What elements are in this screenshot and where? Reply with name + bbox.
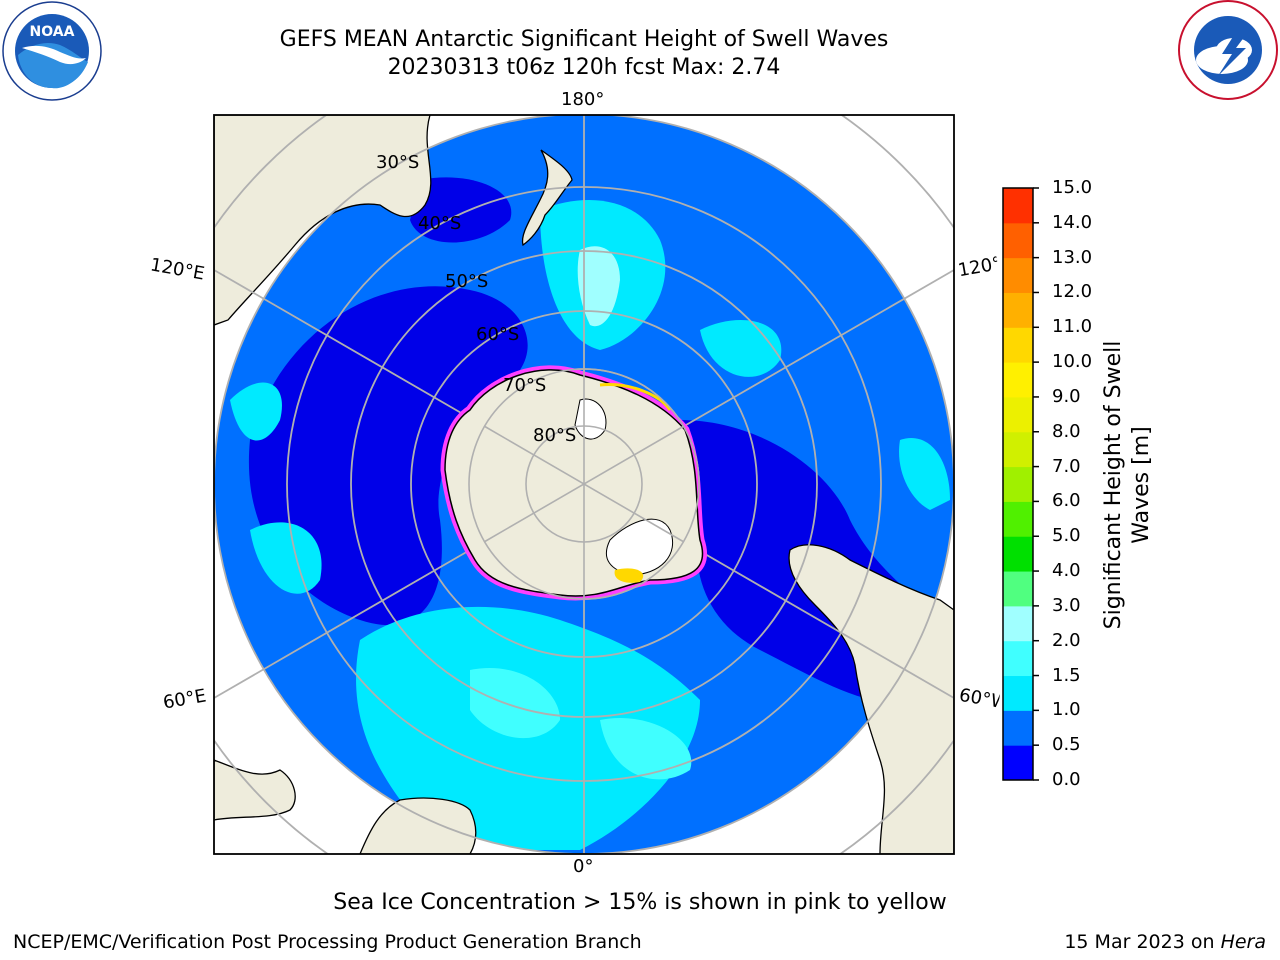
colorbar-tick-label: 6.0 bbox=[1052, 490, 1081, 512]
chart-subtitle: 20230313 t06z 120h fcst Max: 2.74 bbox=[387, 55, 781, 80]
colorbar-tick-label: 13.0 bbox=[1052, 246, 1093, 268]
lat-label-50s: 50°S bbox=[445, 271, 489, 292]
colorbar-tick-label: 8.0 bbox=[1052, 420, 1081, 442]
inner-graticule bbox=[468, 368, 700, 600]
colorbar-tick-label: 4.0 bbox=[1052, 560, 1081, 582]
noaa-logo-text: NOAA bbox=[30, 24, 75, 40]
lat-label-30s: 30°S bbox=[376, 152, 420, 173]
colorbar-tick-label: 1.0 bbox=[1052, 699, 1081, 721]
lon-label-0: 0° bbox=[573, 856, 594, 877]
colorbar-tick-label: 2.0 bbox=[1052, 629, 1081, 651]
colorbar-tick-label: 11.0 bbox=[1052, 316, 1093, 338]
colorbar-tick-label: 1.5 bbox=[1052, 664, 1081, 686]
light-swell-region bbox=[600, 718, 692, 780]
low-swell-region bbox=[248, 286, 528, 626]
nws-logo bbox=[1178, 0, 1278, 100]
lat-label-60s: 60°S bbox=[476, 324, 520, 345]
colorbar-segment bbox=[1003, 710, 1033, 746]
colorbar-label-line1: Significant Height of Swell bbox=[1101, 340, 1126, 630]
light-swell-region bbox=[250, 522, 322, 594]
light-swell-region bbox=[470, 668, 560, 739]
colorbar-segment bbox=[1003, 188, 1033, 224]
colorbar-tick-label: 15.0 bbox=[1052, 177, 1093, 198]
africa-tip bbox=[359, 797, 477, 854]
colorbar-tick-label: 0.0 bbox=[1052, 769, 1081, 790]
light-swell-region bbox=[230, 382, 282, 441]
footer-date: 15 Mar 2023 on Hera bbox=[1064, 931, 1266, 953]
colorbar-tick-label: 5.0 bbox=[1052, 525, 1081, 547]
footer-date-text: 15 Mar 2023 on bbox=[1064, 931, 1215, 953]
colorbar-segment bbox=[1003, 605, 1033, 642]
colorbar-segment bbox=[1003, 222, 1033, 259]
lat-label-70s: 70°S bbox=[503, 375, 547, 396]
light-swell-region bbox=[577, 246, 620, 327]
colorbar-segment bbox=[1003, 536, 1033, 572]
colorbar-frame bbox=[1002, 187, 1034, 781]
sea-ice-high bbox=[614, 568, 644, 583]
noaa-logo: NOAA bbox=[2, 1, 102, 101]
colorbar-segment bbox=[1003, 640, 1033, 677]
colorbar-tick-label: 3.0 bbox=[1052, 594, 1081, 616]
colorbar-tick-label: 7.0 bbox=[1052, 455, 1081, 477]
ice-shelf bbox=[605, 518, 674, 576]
colorbar-segment bbox=[1003, 327, 1033, 363]
colorbar-segment bbox=[1003, 396, 1033, 433]
colorbar-segment bbox=[1003, 571, 1033, 607]
colorbar-segment bbox=[1003, 362, 1033, 398]
lat-label-40s: 40°S bbox=[418, 213, 462, 234]
colorbar-segment bbox=[1003, 675, 1033, 711]
colorbar-label: Significant Height of Swell Waves [m] bbox=[1100, 275, 1156, 695]
colorbar-segment bbox=[1003, 257, 1033, 293]
colorbar-segment bbox=[1003, 501, 1033, 537]
colorbar-segment bbox=[1003, 745, 1033, 781]
colorbar-ticks bbox=[1033, 187, 1039, 781]
colorbar-tick-label: 9.0 bbox=[1052, 385, 1081, 407]
footer-machine: Hera bbox=[1220, 931, 1266, 953]
chart-title: GEFS MEAN Antarctic Significant Height o… bbox=[279, 27, 889, 52]
footer-branch: NCEP/EMC/Verification Post Processing Pr… bbox=[13, 931, 642, 953]
light-swell-region bbox=[899, 438, 950, 510]
south-america bbox=[788, 540, 954, 854]
new-zealand bbox=[521, 149, 573, 247]
colorbar-tick-label: 12.0 bbox=[1052, 281, 1093, 303]
colorbar-segment bbox=[1003, 292, 1033, 328]
colorbar-tick-label: 14.0 bbox=[1052, 211, 1093, 233]
map-frame bbox=[213, 114, 955, 855]
sea-ice-high bbox=[599, 383, 672, 411]
lat-label-80s: 80°S bbox=[533, 425, 577, 446]
colorbar-segment bbox=[1003, 431, 1033, 468]
colorbar-tick-label: 0.5 bbox=[1052, 734, 1081, 756]
light-swell-region bbox=[700, 320, 782, 377]
colorbar-segment bbox=[1003, 466, 1033, 502]
antarctica bbox=[440, 365, 707, 601]
sea-ice-note: Sea Ice Concentration > 15% is shown in … bbox=[333, 890, 947, 915]
australia bbox=[214, 115, 432, 326]
colorbar bbox=[1003, 188, 1033, 781]
colorbar-label-line2: Waves [m] bbox=[1129, 426, 1154, 544]
lon-label-180: 180° bbox=[561, 89, 605, 110]
colorbar-tick-label: 10.0 bbox=[1052, 351, 1093, 373]
